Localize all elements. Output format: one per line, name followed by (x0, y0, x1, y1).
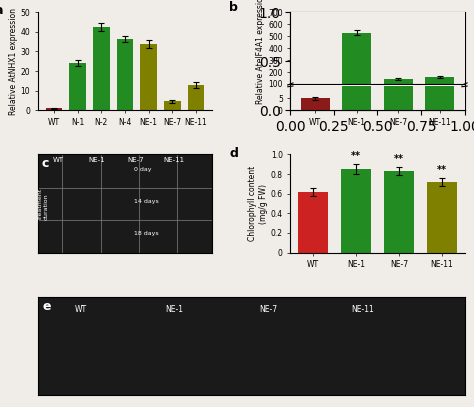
Bar (342, 33, 371, 96)
Text: **: ** (394, 154, 404, 164)
Bar (93, 27, 109, 110)
Bar (301, 98, 330, 110)
Text: c: c (41, 158, 49, 171)
Text: NE-11: NE-11 (351, 304, 374, 313)
Text: **: ** (437, 165, 447, 175)
Bar (342, 0, 371, 110)
Y-axis label: Relative AteIF4A1 expression: Relative AteIF4A1 expression (256, 0, 265, 104)
Text: d: d (229, 147, 238, 160)
Bar (384, 171, 414, 253)
Bar (425, 77, 454, 96)
Text: b: b (229, 2, 238, 14)
Bar (70, 63, 86, 110)
Bar (427, 182, 456, 253)
Bar (425, 0, 454, 110)
Text: 14 days: 14 days (134, 199, 158, 204)
Bar (298, 192, 328, 253)
Text: **: ** (351, 151, 361, 161)
Bar (117, 39, 133, 110)
Bar (188, 85, 204, 110)
Text: NE-7: NE-7 (127, 158, 144, 163)
Text: WT: WT (53, 158, 64, 163)
Bar (383, 0, 413, 110)
Bar (341, 169, 371, 253)
Bar (383, 79, 413, 96)
Bar (46, 108, 63, 110)
Text: NE-1: NE-1 (89, 158, 105, 163)
Text: WT: WT (74, 304, 87, 313)
Y-axis label: Chlorophyll content
(mg/g FW): Chlorophyll content (mg/g FW) (248, 166, 268, 241)
Text: 18 days: 18 days (134, 232, 158, 236)
Bar (140, 44, 157, 110)
Text: e: e (42, 300, 51, 313)
Bar (301, 95, 330, 96)
Text: NE-7: NE-7 (259, 304, 277, 313)
Text: NE-1: NE-1 (165, 304, 183, 313)
Text: NE-11: NE-11 (163, 158, 184, 163)
Text: a: a (0, 4, 3, 18)
Text: Treatment
duration: Treatment duration (38, 187, 49, 220)
Y-axis label: Relative AtNHX1 expression: Relative AtNHX1 expression (9, 8, 18, 115)
Text: 0 day: 0 day (134, 166, 151, 172)
Bar (164, 101, 181, 110)
